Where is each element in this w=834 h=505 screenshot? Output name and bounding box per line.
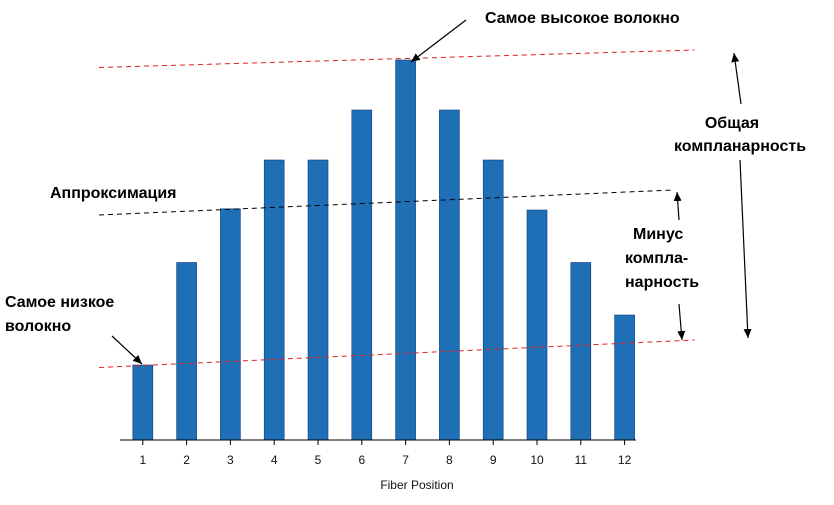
highest-fiber-arrow: [410, 19, 467, 63]
bar-4: [263, 159, 285, 441]
bar-6: [351, 109, 373, 441]
x-axis-title: Fiber Position: [380, 478, 453, 492]
fit-reference-line: [98, 189, 673, 216]
x-tick-label-7: 7: [402, 453, 409, 467]
x-ticks-layer: 1 2 3 4 5 6 7 8 9 10 11 12: [139, 440, 632, 467]
x-tick-label-8: 8: [446, 453, 453, 467]
minus-coplanarity-label-line3: нарность: [625, 274, 699, 291]
minus-coplanarity-arrow-up: [673, 191, 682, 221]
total-coplanarity-label-line2: компланарность: [674, 138, 806, 155]
upper-reference-line: [98, 49, 695, 68]
minus-coplanarity-label-line1: Минус: [633, 226, 683, 243]
bar-10: [526, 209, 548, 441]
lower-reference-line: [98, 339, 695, 368]
bar-12: [614, 314, 635, 441]
reference-lines-layer: [98, 49, 695, 368]
bar-1: [132, 364, 154, 441]
total-coplanarity-label-line1: Общая: [705, 115, 759, 132]
lowest-fiber-label-line1: Самое низкое: [5, 294, 114, 311]
minus-coplanarity-label-line2: компла-: [625, 250, 688, 267]
x-tick-label-5: 5: [315, 453, 322, 467]
bar-11: [570, 262, 592, 441]
bar-5: [307, 159, 329, 441]
bars-layer: [132, 59, 635, 441]
x-tick-label-11: 11: [575, 453, 588, 467]
lowest-fiber-arrow: [111, 335, 143, 365]
total-coplanarity-arrow-down: [739, 159, 752, 339]
fit-label: Аппроксимация: [50, 185, 177, 202]
bar-9: [482, 159, 504, 441]
total-coplanarity-arrow-up: [731, 52, 742, 105]
x-tick-label-12: 12: [618, 453, 632, 467]
x-tick-label-2: 2: [183, 453, 190, 467]
x-tick-label-10: 10: [530, 453, 544, 467]
bar-3: [220, 208, 241, 441]
x-tick-label-1: 1: [139, 453, 146, 467]
x-tick-label-6: 6: [358, 453, 365, 467]
x-tick-label-4: 4: [271, 453, 278, 467]
bar-8: [439, 109, 460, 441]
bar-2: [176, 262, 197, 441]
bar-7: [395, 59, 416, 441]
lowest-fiber-label-line2: волокно: [5, 318, 71, 335]
x-tick-label-9: 9: [490, 453, 497, 467]
x-tick-label-3: 3: [227, 453, 234, 467]
highest-fiber-label: Самое высокое волокно: [485, 10, 680, 27]
minus-coplanarity-arrow-down: [677, 303, 686, 341]
